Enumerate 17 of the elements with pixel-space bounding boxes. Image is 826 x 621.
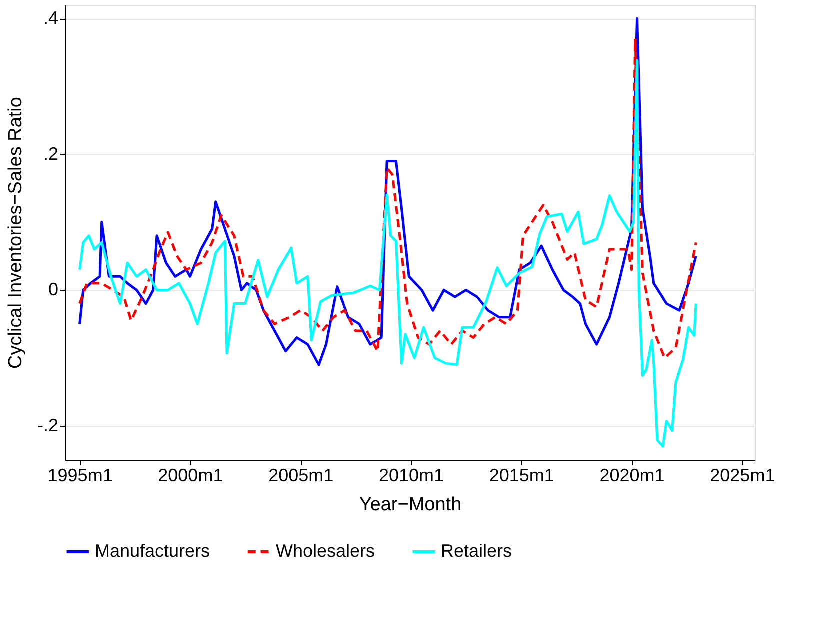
x-tick-label: 2025m1 bbox=[710, 466, 776, 486]
x-tick-label: 2000m1 bbox=[158, 466, 224, 486]
y-tick-label: -.2 bbox=[37, 416, 58, 436]
y-tick-label: .2 bbox=[43, 144, 58, 164]
y-tick-label: .4 bbox=[43, 8, 58, 28]
legend-label: Wholesalers bbox=[276, 541, 376, 561]
x-tick-label: 2020m1 bbox=[600, 466, 665, 486]
legend-label: Manufacturers bbox=[95, 541, 210, 561]
y-tick-label: 0 bbox=[48, 280, 58, 300]
x-tick-label: 2015m1 bbox=[489, 466, 554, 486]
x-tick-label: 1995m1 bbox=[48, 466, 113, 486]
y-axis-title: Cyclical Inventories−Sales Ratio bbox=[5, 97, 26, 369]
x-tick-label: 2005m1 bbox=[268, 466, 334, 486]
line-series bbox=[78, 59, 698, 448]
x-axis-title: Year−Month bbox=[359, 494, 462, 516]
legend-label: Retailers bbox=[441, 541, 512, 561]
x-tick-label: 2010m1 bbox=[378, 466, 444, 486]
